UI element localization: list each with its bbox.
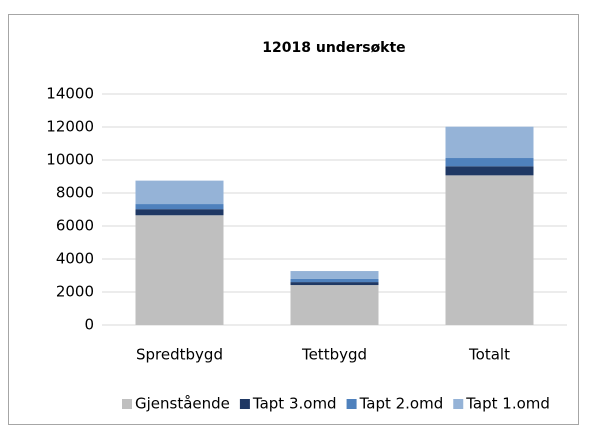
bar-segment bbox=[290, 271, 379, 279]
y-tick-label: 12000 bbox=[46, 118, 94, 136]
bar-segment bbox=[135, 209, 224, 216]
x-tick-label: Totalt bbox=[468, 346, 510, 364]
y-tick-label: 14000 bbox=[46, 85, 94, 103]
y-tick-label: 2000 bbox=[56, 283, 94, 301]
y-tick-label: 8000 bbox=[56, 184, 94, 202]
bar-segment bbox=[445, 126, 534, 159]
y-tick-label: 4000 bbox=[56, 250, 94, 268]
legend-swatch bbox=[346, 399, 357, 409]
y-tick-label: 6000 bbox=[56, 217, 94, 235]
x-tick-label: Spredtbygd bbox=[136, 346, 223, 364]
legend-swatch bbox=[239, 399, 250, 409]
y-tick-label: 10000 bbox=[46, 151, 94, 169]
bar-segment bbox=[445, 166, 534, 176]
legend-label: Tapt 2.omd bbox=[359, 395, 444, 413]
y-tick-label: 0 bbox=[84, 316, 94, 334]
bar-segment bbox=[445, 175, 534, 325]
bar-segment bbox=[135, 215, 224, 325]
legend-swatch bbox=[122, 399, 132, 409]
bar-segment bbox=[290, 278, 379, 283]
legend-label: Gjenstående bbox=[135, 395, 230, 413]
bar-segment bbox=[290, 282, 379, 286]
chart-title: 12018 undersøkte bbox=[262, 40, 405, 56]
x-tick-label: Tettbygd bbox=[301, 346, 367, 364]
legend-swatch bbox=[453, 399, 464, 409]
legend-label: Tapt 1.omd bbox=[465, 395, 550, 413]
bar-segment bbox=[135, 204, 224, 210]
legend-label: Tapt 3.omd bbox=[252, 395, 337, 413]
bar-segment bbox=[445, 158, 534, 167]
bar-segment bbox=[135, 180, 224, 205]
bar-segment bbox=[290, 285, 379, 325]
